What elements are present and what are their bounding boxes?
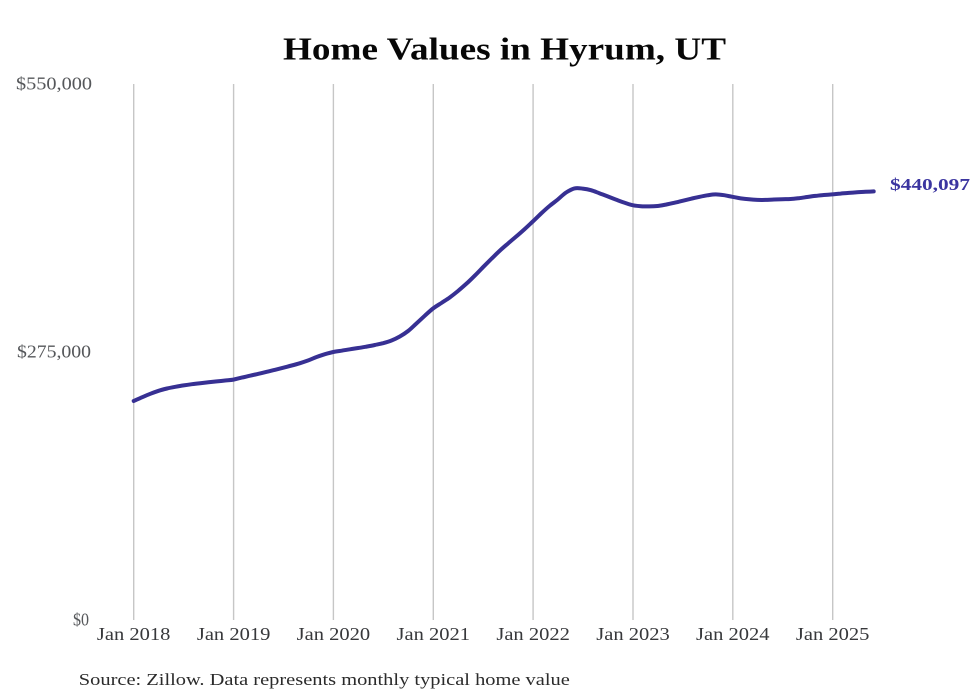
svg-text:Jan 2022: Jan 2022 [496,624,570,644]
svg-text:Jan 2019: Jan 2019 [197,624,271,644]
svg-text:$275,000: $275,000 [17,342,91,362]
svg-text:Jan 2020: Jan 2020 [297,624,371,644]
svg-text:Jan 2025: Jan 2025 [796,624,870,644]
svg-text:$440,097: $440,097 [890,175,971,194]
svg-text:Jan 2023: Jan 2023 [596,624,670,644]
svg-text:Jan 2024: Jan 2024 [696,624,770,644]
svg-text:$550,000: $550,000 [16,74,92,94]
svg-text:$0: $0 [73,610,89,630]
svg-text:Home Values in Hyrum, UT: Home Values in Hyrum, UT [283,31,726,67]
svg-text:Jan 2018: Jan 2018 [97,624,171,644]
svg-text:Jan 2021: Jan 2021 [397,624,471,644]
svg-text:Source: Zillow. Data represent: Source: Zillow. Data represents monthly … [79,670,570,689]
